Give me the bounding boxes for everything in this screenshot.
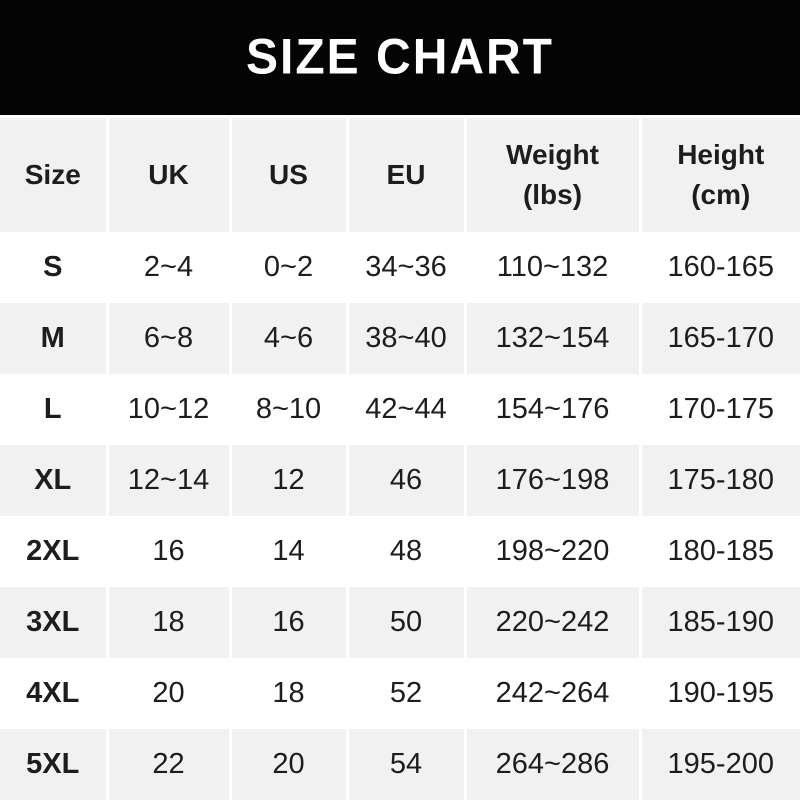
cell-uk: 16 — [105, 516, 230, 587]
table-row-5xl: 5XL 22 20 54 264~286 195-200 — [0, 729, 800, 800]
cell-weight: 154~176 — [463, 374, 640, 445]
cell-eu: 38~40 — [345, 303, 465, 374]
cell-height: 190-195 — [638, 658, 800, 729]
cell-size: 5XL — [26, 748, 80, 780]
cell-eu: 42~44 — [345, 374, 465, 445]
cell-height: 195-200 — [638, 729, 800, 800]
cell-size: XL — [34, 464, 72, 496]
cell-weight: 132~154 — [463, 303, 640, 374]
column-header-label: US — [269, 159, 308, 190]
table-row-4xl: 4XL 20 18 52 242~264 190-195 — [0, 658, 800, 729]
cell-uk: 18 — [105, 587, 230, 658]
cell-uk: 6~8 — [105, 303, 230, 374]
cell-uk: 20 — [105, 658, 230, 729]
cell-uk: 10~12 — [105, 374, 230, 445]
cell-eu: 50 — [345, 587, 465, 658]
column-header-label: UK — [148, 159, 189, 190]
cell-size: 3XL — [26, 606, 80, 638]
cell-weight: 242~264 — [463, 658, 640, 729]
column-header-unit: (cm) — [691, 179, 751, 210]
table-row-m: M 6~8 4~6 38~40 132~154 165-170 — [0, 303, 800, 374]
cell-us: 0~2 — [228, 232, 347, 303]
cell-us: 14 — [228, 516, 347, 587]
cell-height: 160-165 — [638, 232, 800, 303]
cell-height: 185-190 — [638, 587, 800, 658]
cell-weight: 110~132 — [463, 232, 640, 303]
cell-uk: 22 — [105, 729, 230, 800]
cell-size: 2XL — [26, 535, 80, 567]
cell-us: 20 — [228, 729, 347, 800]
cell-height: 165-170 — [638, 303, 800, 374]
cell-weight: 220~242 — [463, 587, 640, 658]
table-row-l: L 10~12 8~10 42~44 154~176 170-175 — [0, 374, 800, 445]
column-header-label: EU — [386, 159, 426, 190]
column-header-size: Size — [0, 118, 107, 232]
cell-size: M — [40, 322, 65, 354]
page-title: SIZE CHART — [246, 29, 554, 86]
column-header-weight: Weight (lbs) — [463, 118, 640, 232]
cell-us: 16 — [228, 587, 347, 658]
cell-weight: 176~198 — [463, 445, 640, 516]
table-row-s: S 2~4 0~2 34~36 110~132 160-165 — [0, 232, 800, 303]
column-header-unit: (lbs) — [522, 179, 583, 210]
cell-height: 170-175 — [638, 374, 800, 445]
cell-size: 4XL — [26, 677, 80, 709]
table-row-2xl: 2XL 16 14 48 198~220 180-185 — [0, 516, 800, 587]
column-header-uk: UK — [105, 118, 230, 232]
column-header-eu: EU — [345, 118, 465, 232]
cell-us: 4~6 — [228, 303, 347, 374]
cell-uk: 12~14 — [105, 445, 230, 516]
column-header-label: Height — [677, 139, 765, 170]
cell-height: 175-180 — [638, 445, 800, 516]
cell-size: S — [43, 251, 63, 283]
cell-eu: 48 — [345, 516, 465, 587]
table-header-row: Size UK US EU Weight (lbs) Height (cm) — [0, 118, 800, 232]
table-row-3xl: 3XL 18 16 50 220~242 185-190 — [0, 587, 800, 658]
cell-eu: 54 — [345, 729, 465, 800]
cell-weight: 264~286 — [463, 729, 640, 800]
column-header-label: Size — [24, 159, 81, 190]
cell-weight: 198~220 — [463, 516, 640, 587]
size-chart-table: Size UK US EU Weight (lbs) Height (cm) S — [0, 118, 800, 800]
cell-us: 12 — [228, 445, 347, 516]
column-header-height: Height (cm) — [638, 118, 800, 232]
cell-eu: 34~36 — [345, 232, 465, 303]
size-chart-banner: SIZE CHART — [0, 0, 800, 115]
column-header-us: US — [228, 118, 347, 232]
cell-eu: 52 — [345, 658, 465, 729]
table-row-xl: XL 12~14 12 46 176~198 175-180 — [0, 445, 800, 516]
cell-height: 180-185 — [638, 516, 800, 587]
cell-size: L — [43, 393, 62, 425]
cell-us: 8~10 — [228, 374, 347, 445]
column-header-label: Weight — [506, 139, 599, 170]
cell-eu: 46 — [345, 445, 465, 516]
cell-uk: 2~4 — [105, 232, 230, 303]
cell-us: 18 — [228, 658, 347, 729]
